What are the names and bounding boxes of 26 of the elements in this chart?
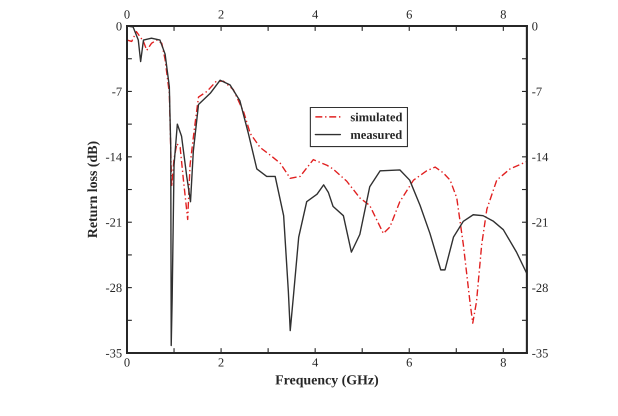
- y2-tick-label: 0: [532, 22, 538, 30]
- x2-tick-label: 2: [218, 10, 224, 19]
- y2-tick-label: -35: [532, 349, 548, 358]
- x-tick-label: 2: [218, 358, 224, 367]
- x-tick-label: 8: [500, 358, 506, 367]
- y2-tick-label: -7: [532, 88, 542, 96]
- y-tick-label: -21: [106, 218, 122, 227]
- x-tick-label: 0: [124, 358, 130, 367]
- x2-tick-label: 4: [312, 10, 318, 19]
- x2-tick-label: 6: [406, 10, 412, 19]
- x-axis-title: Frequency (GHz): [275, 374, 378, 388]
- legend-label: simulated: [350, 112, 402, 122]
- y2-tick-label: -14: [532, 152, 548, 162]
- y-tick-label: 0: [116, 22, 122, 30]
- y-tick-label: -35: [106, 349, 122, 358]
- x-tick-label: 6: [406, 358, 412, 367]
- y2-tick-label: -21: [532, 218, 548, 227]
- y-axis-title: Return loss (dB): [87, 142, 100, 238]
- x-tick-label: 4: [312, 358, 318, 367]
- x2-tick-label: 0: [124, 10, 130, 19]
- x2-tick-label: 8: [500, 10, 506, 19]
- legend-label: measured: [350, 130, 402, 140]
- y-tick-label: -14: [106, 152, 122, 162]
- y-tick-label: -28: [106, 284, 122, 292]
- y-tick-label: -7: [112, 88, 122, 96]
- y2-tick-label: -28: [532, 284, 548, 292]
